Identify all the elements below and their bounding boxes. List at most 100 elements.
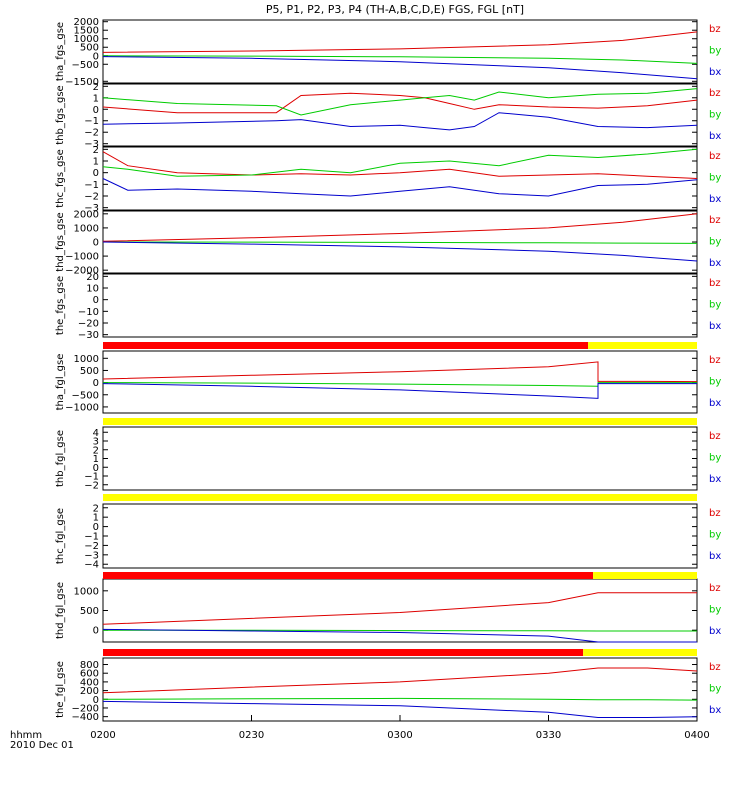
y-tick-label: 2000	[74, 209, 99, 220]
mode-bars-group	[103, 342, 697, 656]
y-tick-label: −20	[78, 319, 99, 330]
series-line-bz	[102, 361, 698, 383]
y-tick-label: 500	[80, 606, 99, 617]
panel-thb_fgs_gse: 210−1−2−3 thb_fgs_gse bz by bx	[55, 82, 721, 150]
y-tick-label: −1000	[65, 402, 99, 413]
series-line-bz	[102, 151, 698, 179]
legend-bx: bx	[709, 551, 721, 562]
y-tick-label: −200	[72, 703, 99, 714]
series-line-bx	[102, 383, 697, 399]
series-line-bx	[102, 628, 697, 643]
y-tick-label: 0	[93, 378, 99, 389]
legend-bz: bz	[709, 215, 721, 226]
series-line-by	[102, 148, 698, 177]
y-tick-label: 1000	[74, 34, 99, 45]
y-tick-label: 10	[86, 284, 99, 295]
y-axis-label: thd_fgl_gse	[55, 582, 66, 639]
series-line-bz	[102, 31, 698, 53]
legend-by: by	[709, 530, 721, 541]
y-tick-label: −1	[84, 180, 99, 191]
y-tick-label: −400	[72, 712, 99, 723]
y-tick-label: 0	[93, 522, 99, 533]
y-axis-label: thd_fgs_gse	[55, 212, 66, 271]
series-line-by	[102, 55, 698, 64]
y-tick-label: 200	[80, 686, 99, 697]
y-tick-label: 400	[80, 677, 99, 688]
y-axis-label: tha_fgs_gse	[55, 22, 66, 81]
legend-bx: bx	[709, 194, 721, 205]
y-axis-label: thc_fgl_gse	[55, 508, 66, 564]
y-tick-label: 0	[93, 626, 99, 637]
series-line-by	[102, 88, 698, 116]
y-tick-label: 0	[93, 295, 99, 306]
legend-bz: bz	[709, 24, 721, 35]
y-tick-label: −3	[84, 139, 99, 150]
y-tick-label: 1	[93, 454, 99, 465]
y-tick-label: −30	[78, 330, 99, 341]
y-tick-label: −3	[84, 550, 99, 561]
y-tick-label: 600	[80, 669, 99, 680]
y-tick-label: 1	[93, 513, 99, 524]
y-tick-label: 500	[80, 366, 99, 377]
legend-bz: bz	[709, 662, 721, 673]
series-line-bz	[102, 92, 698, 114]
y-tick-label: −10	[78, 307, 99, 318]
panel-thc_fgl_gse: 210−1−2−3−4 thc_fgl_gse bz by bx	[55, 503, 721, 570]
mode-bar-red	[103, 572, 594, 579]
legend-bx: bx	[709, 398, 721, 409]
mode-bar-yellow	[103, 494, 697, 501]
series-line-bx	[102, 700, 698, 718]
legend-by: by	[709, 605, 721, 616]
y-tick-label: 0	[93, 168, 99, 179]
y-tick-label: 0	[93, 695, 99, 706]
time-axis-label: hhmm	[10, 730, 42, 741]
legend-bz: bz	[709, 151, 721, 162]
legend-by: by	[709, 237, 721, 248]
legend-bx: bx	[709, 626, 721, 637]
series-line-bz	[102, 213, 698, 242]
panel-frame	[102, 426, 698, 491]
mode-bar-yellow	[583, 649, 697, 656]
series-line-bz	[102, 667, 698, 694]
series-line-by	[102, 697, 698, 701]
y-tick-label: 3	[93, 437, 99, 448]
panel-thc_fgs_gse: 210−1−2−3 thc_fgs_gse bz by bx	[55, 145, 721, 214]
series-line-bx	[102, 112, 698, 131]
legend-by: by	[709, 684, 721, 695]
y-axis-label: thc_fgs_gse	[55, 149, 66, 208]
y-tick-label: −2000	[65, 266, 99, 277]
y-tick-label: 500	[80, 43, 99, 54]
y-tick-label: −2	[84, 541, 99, 552]
y-tick-label: 0	[93, 238, 99, 249]
legend-bz: bz	[709, 278, 721, 289]
legend-bx: bx	[709, 131, 721, 142]
legend-bz: bz	[709, 583, 721, 594]
x-tick-label: 0400	[684, 730, 709, 741]
y-tick-label: −2	[84, 480, 99, 491]
series-line-bx	[102, 56, 698, 80]
y-tick-label: 2	[93, 503, 99, 514]
legend-by: by	[709, 300, 721, 311]
series-line-bx	[102, 241, 698, 262]
legend-bx: bx	[709, 321, 721, 332]
panel-thd_fgl_gse: 1000 500 0 thd_fgl_gse bz by bx	[55, 578, 721, 643]
y-tick-label: 1	[93, 93, 99, 104]
y-tick-label: 1500	[74, 26, 99, 37]
mode-bar-red	[103, 649, 584, 656]
y-axis-label: the_fgs_gse	[55, 276, 66, 335]
y-tick-label: −1	[84, 472, 99, 483]
legend-by: by	[709, 453, 721, 464]
panel-frame	[102, 273, 698, 338]
legend-bz: bz	[709, 508, 721, 519]
y-tick-label: 0	[93, 51, 99, 62]
y-tick-label: −500	[72, 60, 99, 71]
legend-bz: bz	[709, 431, 721, 442]
x-tick-label: 0200	[90, 730, 115, 741]
y-tick-label: 1000	[74, 354, 99, 365]
